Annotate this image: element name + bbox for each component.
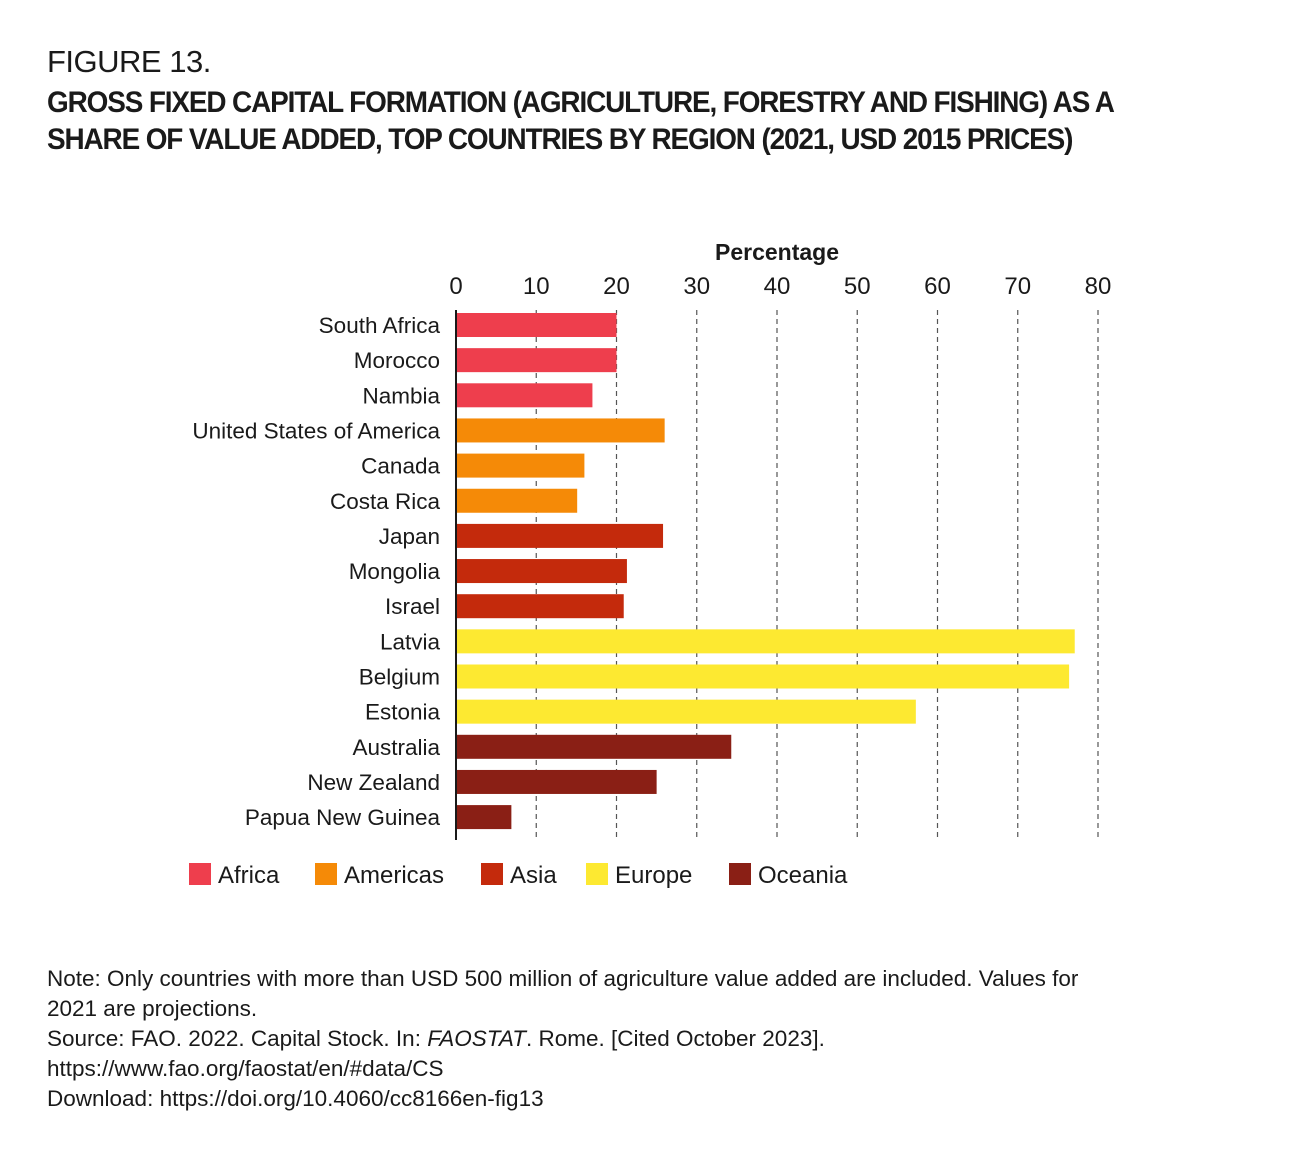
bar	[456, 664, 1070, 689]
x-tick-label: 0	[449, 273, 462, 300]
source-url[interactable]: https://www.fao.org/faostat/en/#data/CS	[47, 1056, 444, 1081]
figure-title: GROSS FIXED CAPITAL FORMATION (AGRICULTU…	[47, 86, 1114, 156]
source-database: FAOSTAT	[427, 1026, 526, 1051]
legend-item: Africa	[189, 862, 280, 889]
legend-item: Americas	[315, 862, 444, 889]
figure-label: FIGURE 13.	[47, 44, 211, 79]
source-prefix: Source: FAO. 2022. Capital Stock. In:	[47, 1026, 428, 1051]
category-label: New Zealand	[307, 770, 440, 795]
legend-label: Africa	[218, 862, 280, 889]
category-label: Papua New Guinea	[245, 805, 441, 830]
category-labels: South Africa Morocco Nambia United States o…	[192, 313, 440, 830]
legend-label: Asia	[510, 862, 557, 889]
download-link[interactable]: Download: https://doi.org/10.4060/cc8166…	[47, 1086, 544, 1111]
category-label: United States of America	[192, 418, 440, 443]
x-tick-label: 40	[764, 273, 791, 300]
category-label: South Africa	[319, 313, 441, 338]
bar	[456, 488, 578, 513]
x-tick-label: 80	[1085, 273, 1112, 300]
source-line: Source: FAO. 2022. Capital Stock. In: FA…	[47, 1024, 1247, 1054]
category-label: Nambia	[362, 383, 440, 408]
category-label: Morocco	[354, 348, 440, 373]
legend-swatch	[729, 863, 751, 885]
x-tick-label: 70	[1004, 273, 1031, 300]
bar	[456, 699, 916, 724]
bar	[456, 453, 585, 478]
bar-chart: Percentage 0 10 20 30 40 50 60 70 80 South Afric…	[189, 239, 1111, 889]
legend-item: Oceania	[729, 862, 848, 889]
x-tick-label: 60	[924, 273, 951, 300]
x-tick-label: 50	[844, 273, 871, 300]
bar	[456, 559, 627, 584]
category-label: Israel	[385, 594, 440, 619]
bar	[456, 769, 657, 794]
x-tick-labels: 0 10 20 30 40 50 60 70 80	[449, 273, 1111, 300]
notes: Note: Only countries with more than USD …	[47, 964, 1247, 1114]
category-label: Canada	[361, 454, 440, 479]
bar	[456, 523, 664, 548]
legend-label: Europe	[615, 862, 692, 889]
source-suffix: . Rome. [Cited October 2023].	[525, 1026, 825, 1051]
note-text: Note: Only countries with more than USD …	[47, 966, 1079, 991]
bar	[456, 348, 617, 373]
bar	[456, 629, 1075, 654]
legend-label: Oceania	[758, 862, 848, 889]
x-tick-label: 30	[683, 273, 710, 300]
bar	[456, 594, 624, 619]
legend: Africa Americas Asia Europe Oceania	[189, 862, 848, 889]
legend-swatch	[586, 863, 608, 885]
legend-item: Europe	[586, 862, 692, 889]
legend-label: Americas	[344, 862, 444, 889]
x-tick-label: 20	[603, 273, 630, 300]
category-label: Mongolia	[349, 559, 441, 584]
category-label: Latvia	[380, 629, 441, 654]
category-label: Costa Rica	[330, 489, 441, 514]
x-tick-label: 10	[523, 273, 550, 300]
category-label: Australia	[352, 735, 440, 760]
bar	[456, 734, 732, 759]
legend-swatch	[481, 863, 503, 885]
x-axis-label: Percentage	[715, 239, 839, 265]
note-text-cont: 2021 are projections.	[47, 996, 258, 1021]
legend-swatch	[315, 863, 337, 885]
bars	[456, 313, 1075, 830]
category-label: Belgium	[359, 665, 440, 690]
legend-item: Asia	[481, 862, 557, 889]
category-label: Japan	[379, 524, 440, 549]
bar	[456, 418, 665, 443]
bar	[456, 805, 512, 830]
legend-swatch	[189, 863, 211, 885]
bar	[456, 383, 593, 408]
bar	[456, 313, 617, 337]
category-label: Estonia	[365, 700, 441, 725]
